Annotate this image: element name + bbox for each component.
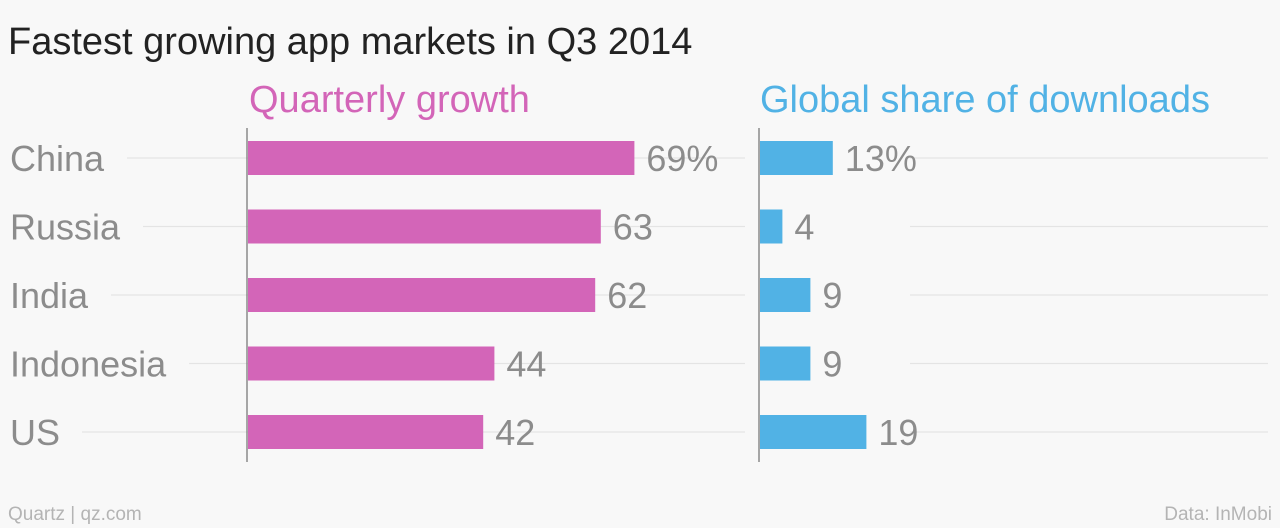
bar (248, 415, 484, 449)
series-title: Quarterly growth (249, 79, 530, 121)
bar (248, 346, 495, 381)
series-title: Global share of downloads (760, 79, 1210, 121)
value-label: 44 (506, 344, 546, 385)
category-label: India (10, 275, 89, 316)
value-label: 62 (607, 275, 647, 316)
value-label: 63 (613, 207, 653, 248)
value-label: 4 (794, 207, 814, 248)
bar (760, 415, 867, 449)
category-label: China (10, 138, 105, 179)
series-panel: Quarterly growth 69% 63 62 44 42 (246, 79, 718, 462)
value-label: 42 (495, 412, 535, 453)
panel-layer: Quarterly growth 69% 63 62 44 42 Global share … (246, 79, 1210, 462)
bar (248, 141, 635, 175)
value-label: 19 (878, 412, 918, 453)
category-label: Indonesia (10, 344, 167, 385)
chart-title: Fastest growing app markets in Q3 2014 (8, 21, 692, 63)
value-label: 9 (822, 344, 842, 385)
value-label: 69% (646, 138, 718, 179)
bar (760, 209, 783, 244)
bar (760, 141, 833, 175)
value-label: 13% (845, 138, 917, 179)
bar (248, 278, 596, 312)
value-label: 9 (822, 275, 842, 316)
footer-source-left: Quartz | qz.com (8, 504, 142, 525)
category-label: US (10, 412, 60, 453)
bar (760, 346, 811, 381)
category-labels: China Russia India Indonesia US (10, 138, 167, 453)
footer-source-right: Data: InMobi (1164, 504, 1272, 525)
bar (760, 278, 811, 312)
bar (248, 209, 601, 244)
category-label: Russia (10, 207, 121, 248)
